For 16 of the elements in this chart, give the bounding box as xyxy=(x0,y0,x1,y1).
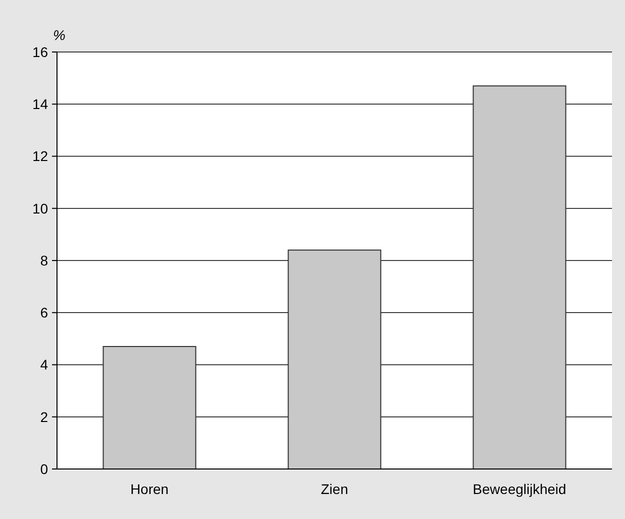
y-tick-label: 12 xyxy=(32,148,48,164)
y-tick-label: 14 xyxy=(32,96,48,112)
y-axis-title: % xyxy=(53,27,66,43)
x-tick-label: Zien xyxy=(320,481,348,497)
y-tick-label: 2 xyxy=(40,408,48,425)
y-tick-label: 16 xyxy=(32,44,48,60)
y-tick-label: 10 xyxy=(32,200,48,216)
y-tick-label: 4 xyxy=(40,356,48,373)
y-tick-label: 8 xyxy=(40,252,48,268)
bar xyxy=(102,346,196,470)
bar xyxy=(288,250,382,470)
bar xyxy=(472,85,566,470)
x-tick-label: Horen xyxy=(130,481,169,497)
y-tick-label: 0 xyxy=(40,460,48,477)
x-tick-label: Beweeglijkheid xyxy=(472,481,566,497)
y-tick-label: 6 xyxy=(40,304,48,321)
